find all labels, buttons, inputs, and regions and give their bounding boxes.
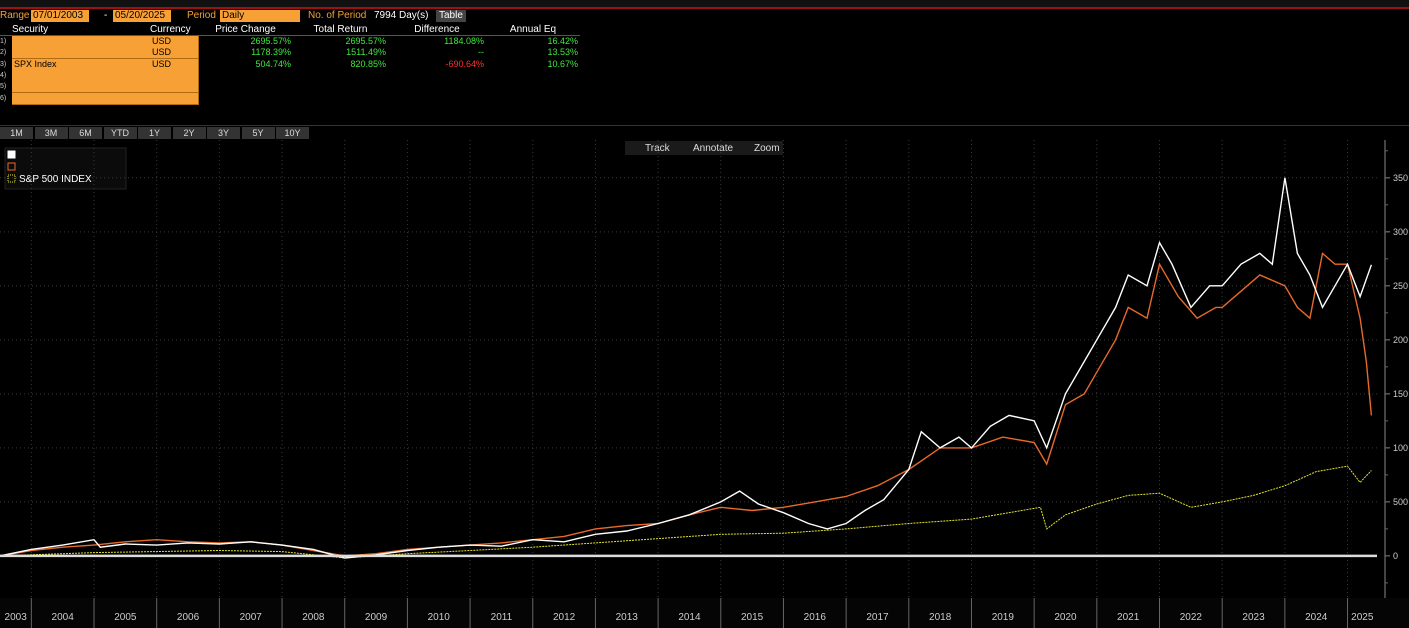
x-tick-label: 2017 xyxy=(866,612,889,623)
x-tick-label: 2006 xyxy=(177,612,200,623)
y-tick-label: 0 xyxy=(1393,551,1398,561)
x-tick-label: 2025 xyxy=(1351,612,1374,623)
range-dash: - xyxy=(104,10,108,21)
table-cell: 13.53% xyxy=(547,47,578,58)
table-cell: -- xyxy=(478,47,484,58)
table-rule xyxy=(0,125,1409,126)
table-cell: -690.64% xyxy=(445,58,484,69)
range-button[interactable]: 3Y xyxy=(207,127,240,139)
row-number: 5) xyxy=(0,83,7,91)
row-number: 4) xyxy=(0,71,7,79)
toolbar-button[interactable]: Annotate xyxy=(693,143,733,154)
column-header: Total Return xyxy=(313,24,368,35)
table-cell[interactable] xyxy=(150,92,199,105)
table-cell: 504.74% xyxy=(255,58,291,69)
range-button[interactable]: 5Y xyxy=(241,127,275,139)
table-cell: 2695.57% xyxy=(250,36,291,46)
range-label: Range xyxy=(0,10,30,21)
x-tick-label: 2021 xyxy=(1117,612,1140,623)
range-button[interactable]: 6M xyxy=(69,127,102,139)
x-tick-label: 2013 xyxy=(616,612,639,623)
table-cell: 2695.57% xyxy=(345,36,386,46)
legend-swatch xyxy=(7,162,16,171)
series-line xyxy=(0,177,1373,559)
legend-swatch xyxy=(7,150,16,159)
range-button[interactable]: 1Y xyxy=(138,127,171,139)
x-tick-label: 2022 xyxy=(1180,612,1203,623)
header-rule xyxy=(0,35,580,36)
column-header: Currency xyxy=(150,24,191,35)
row-number: 1) xyxy=(0,38,7,45)
column-header: Difference xyxy=(414,24,460,35)
range-button[interactable]: 1M xyxy=(0,127,33,139)
toolbar-button[interactable]: Zoom xyxy=(754,143,780,154)
y-tick-label: 100 xyxy=(1393,443,1408,453)
x-tick-label: 2016 xyxy=(804,612,827,623)
y-tick-label: 300 xyxy=(1393,227,1408,237)
row-number: 2) xyxy=(0,49,7,57)
table-cell: 1184.08% xyxy=(444,36,484,46)
x-tick-label: 2020 xyxy=(1054,612,1077,623)
period-select[interactable]: Daily xyxy=(220,10,300,22)
x-tick-label: 2008 xyxy=(302,612,325,623)
start-date[interactable]: 07/01/2003 xyxy=(31,10,89,22)
legend-swatch xyxy=(7,174,16,183)
y-tick-label: 250 xyxy=(1393,281,1408,291)
table-cell: 16.42% xyxy=(547,36,578,46)
row-number: 3) xyxy=(0,60,7,68)
x-tick-label: 2023 xyxy=(1242,612,1265,623)
column-header: Price Change xyxy=(215,24,276,35)
x-tick-label: 2004 xyxy=(52,612,75,623)
toolbar xyxy=(625,141,783,155)
chart-background xyxy=(0,140,1409,628)
y-tick-label: 500 xyxy=(1393,497,1408,507)
x-tick-label: 2018 xyxy=(929,612,952,623)
x-tick-label: 2010 xyxy=(428,612,451,623)
legend-label: S&P 500 INDEX xyxy=(19,174,92,185)
x-tick-label: 2019 xyxy=(992,612,1015,623)
y-tick-label: 200 xyxy=(1393,335,1408,345)
column-header: Security xyxy=(12,24,49,35)
x-tick-label: 2011 xyxy=(491,612,513,623)
y-tick-label: 350 xyxy=(1393,173,1408,183)
x-tick-label: 2007 xyxy=(240,612,263,623)
row-number: 6) xyxy=(0,94,7,102)
y-tick-label: 150 xyxy=(1393,389,1408,399)
x-tick-label: 2003 xyxy=(5,612,28,623)
legend-box xyxy=(4,147,127,190)
x-tick-label: 2014 xyxy=(678,612,701,623)
x-tick-label: 2015 xyxy=(741,612,764,623)
column-header: Annual Eq xyxy=(509,24,557,35)
end-date[interactable]: 05/20/2025 xyxy=(113,10,171,22)
x-tick-label: 2005 xyxy=(114,612,137,623)
table-cell: 820.85% xyxy=(350,58,386,69)
x-tick-label: 2009 xyxy=(365,612,388,623)
period-label: Period xyxy=(187,10,216,21)
top-bar xyxy=(0,0,1409,9)
x-tick-label: 2024 xyxy=(1305,612,1328,623)
count-label: No. of Period xyxy=(308,10,367,21)
table-cell: 1178.39% xyxy=(251,47,291,58)
table-cell: 1511.49% xyxy=(346,47,386,58)
range-button[interactable]: 2Y xyxy=(172,127,206,139)
table-cell: 10.67% xyxy=(547,58,578,69)
x-tick-label: 2012 xyxy=(553,612,576,623)
range-button[interactable]: YTD xyxy=(103,127,137,139)
period-count: 7994 Day(s) xyxy=(374,10,429,21)
range-button[interactable]: 10Y xyxy=(276,127,309,139)
range-button[interactable]: 3M xyxy=(34,127,68,139)
table-button[interactable]: Table xyxy=(436,10,466,22)
x-axis-strip xyxy=(0,598,1409,628)
